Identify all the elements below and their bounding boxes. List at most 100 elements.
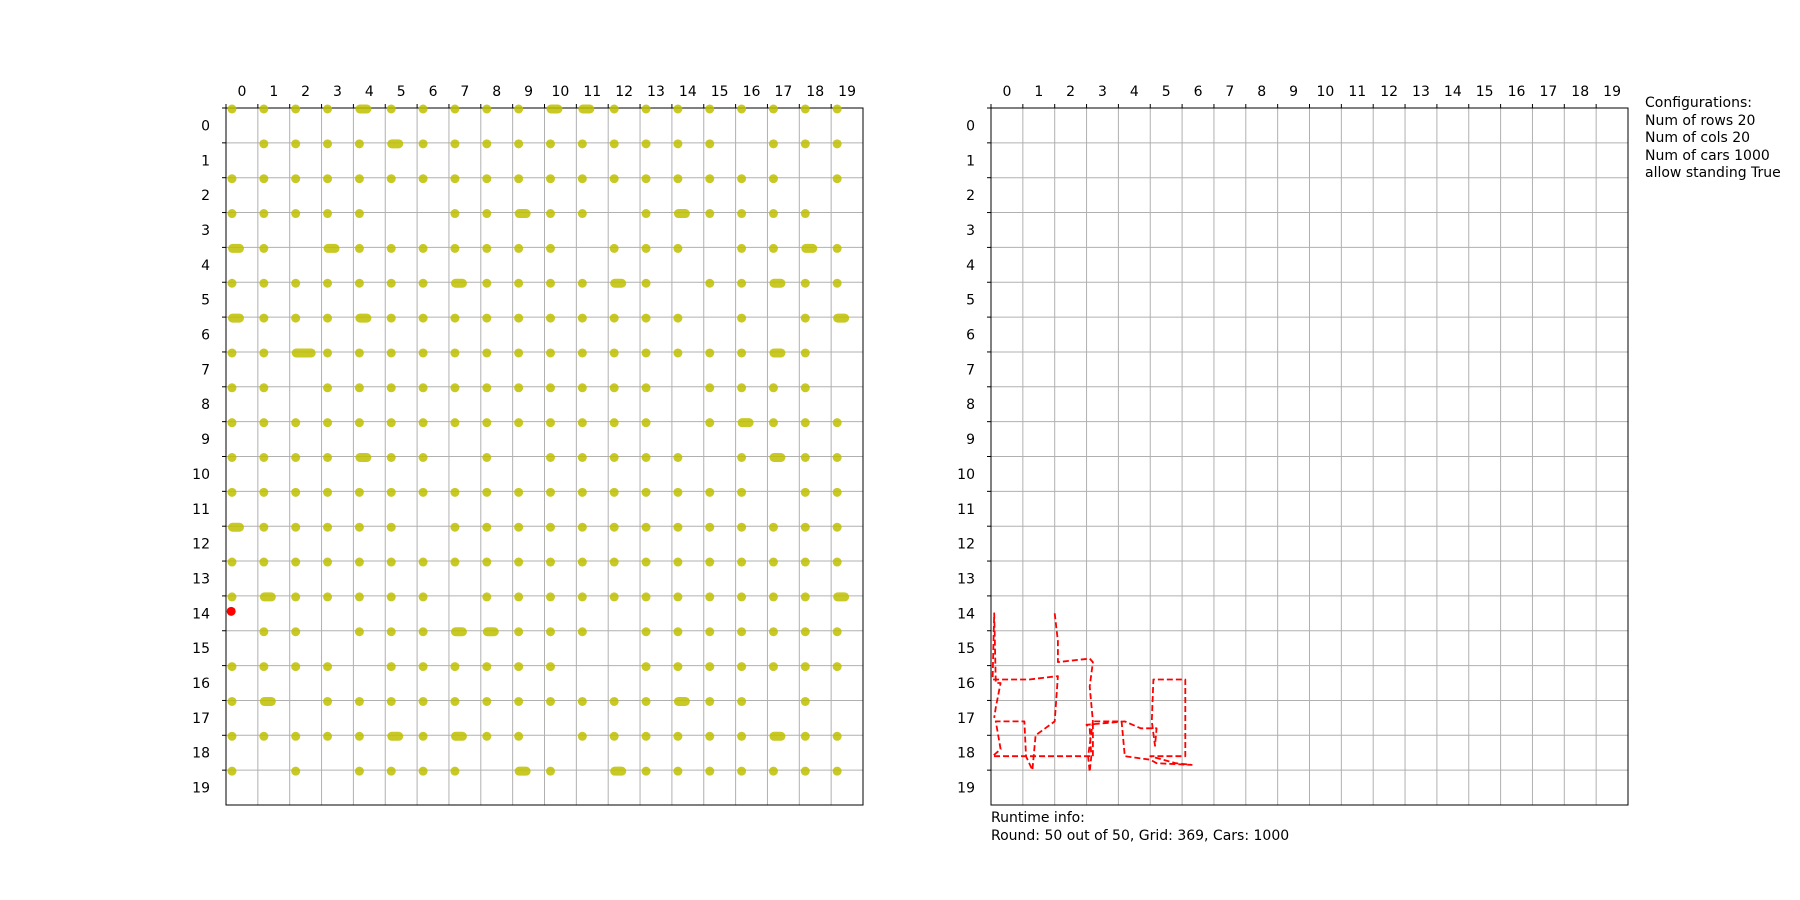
x-tick-label: 5 [397,84,406,100]
y-tick-label: 4 [966,258,975,274]
x-tick-label: 11 [583,84,601,100]
y-tick-label: 17 [957,711,975,727]
config-cols: Num of cols 20 [1645,130,1751,146]
car-cluster [769,731,786,741]
car-marker [259,522,269,532]
car-marker [641,278,651,288]
car-marker [641,627,651,637]
car-marker [768,174,778,184]
y-tick-label: 1 [966,153,975,169]
car-marker [386,313,396,323]
car-marker [832,522,842,532]
y-tick-label: 15 [957,641,975,657]
car-marker [641,557,651,567]
x-tick-label: 15 [1476,84,1494,100]
car-cluster [228,522,244,532]
car-marker [800,766,810,776]
car-marker [418,174,428,184]
x-tick-label: 7 [1225,84,1234,100]
x-tick-label: 19 [1603,84,1621,100]
car-marker [323,418,333,428]
car-marker [768,627,778,637]
car-marker [354,383,364,393]
x-tick-label: 2 [1066,84,1075,100]
car-marker [354,592,364,602]
car-marker [386,418,396,428]
car-marker [227,453,237,462]
car-marker [323,522,333,532]
car-marker [418,731,428,741]
car-marker [673,104,683,114]
car-marker [482,557,492,567]
y-tick-label: 7 [966,362,975,378]
car-marker [418,104,428,114]
x-tick-label: 12 [615,84,633,100]
x-tick-label: 14 [1444,84,1462,100]
car-marker [386,766,396,776]
car-marker [514,313,524,323]
car-marker [673,627,683,637]
car-marker [673,243,683,253]
car-marker [450,243,460,253]
car-marker [291,487,301,497]
car-marker [832,104,842,114]
car-marker [737,487,747,497]
car-marker [705,592,715,602]
car-marker [386,453,396,462]
car-marker [259,557,269,567]
car-marker [259,104,269,114]
car-marker [800,487,810,497]
y-tick-label: 1 [201,153,210,169]
car-marker [546,557,555,567]
car-marker [768,139,778,149]
x-tick-label: 8 [492,84,501,100]
car-cluster [450,627,467,637]
car-cluster [387,731,404,741]
y-tick-label: 8 [201,397,210,413]
x-tick-label: 1 [269,84,278,100]
x-tick-label: 2 [301,84,310,100]
car-marker [418,278,428,288]
runtime-status: Round: 50 out of 50, Grid: 369, Cars: 10… [991,828,1290,844]
car-marker [737,453,747,462]
car-marker [609,557,619,567]
car-path-grid-chart: 0 1 2 3 4 5 6 7 8 9 10 11 12 13 14 15 16 17 18 190123456789… [957,84,1629,806]
car-marker [800,104,810,114]
car-marker [323,104,333,114]
car-marker [259,313,269,323]
config-cars: Num of cars 1000 [1645,147,1770,164]
car-marker [354,731,364,741]
car-marker [577,313,587,323]
x-tick-label: 0 [237,84,246,100]
car-marker [546,383,555,393]
x-tick-label: 11 [1348,84,1366,100]
car-marker [641,139,651,149]
highlighted-car-marker [226,606,236,616]
y-tick-label: 9 [201,432,210,448]
car-marker [577,174,587,184]
car-marker [705,209,715,219]
car-marker [737,313,747,323]
car-marker [641,174,651,184]
y-tick-label: 5 [201,293,210,309]
car-cluster [610,766,627,776]
car-marker [450,418,460,428]
car-marker [609,731,619,741]
car-marker [386,696,396,706]
car-marker [768,662,778,672]
y-tick-label: 2 [201,188,210,204]
car-marker [354,243,364,253]
car-cluster [482,627,499,637]
car-cluster [291,348,316,358]
y-tick-label: 11 [192,502,210,518]
car-marker [323,453,333,462]
x-tick-label: 1 [1034,84,1043,100]
car-marker [386,592,396,602]
x-tick-label: 8 [1257,84,1266,100]
y-tick-label: 3 [966,223,975,239]
car-marker [291,139,301,149]
car-marker [514,662,524,672]
car-marker [577,278,587,288]
car-marker [832,662,842,672]
car-marker [673,453,683,462]
